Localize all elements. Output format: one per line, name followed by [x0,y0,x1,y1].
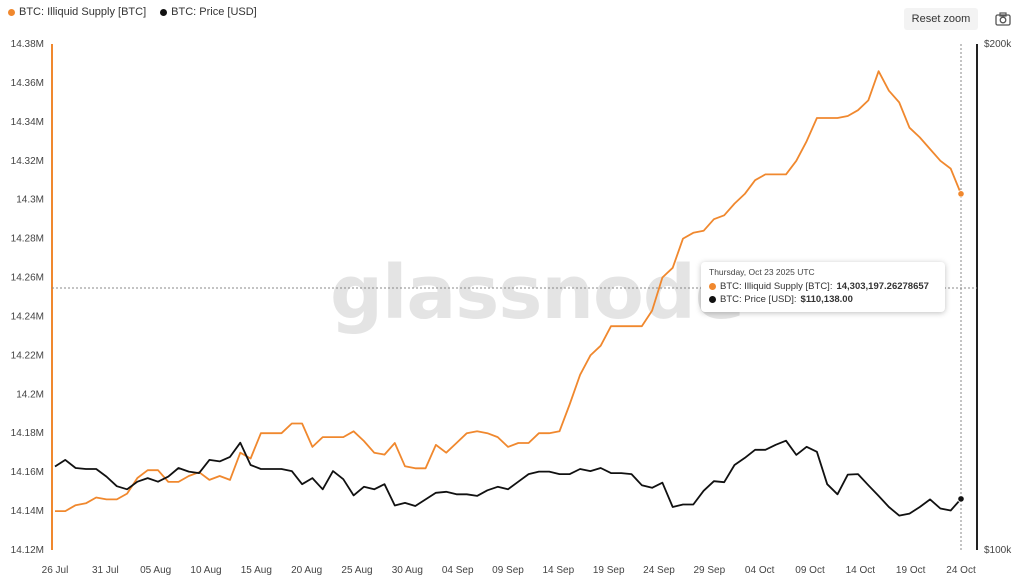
y-left-tick-label: 14.3M [16,195,44,206]
tooltip-value: 14,303,197.26278657 [836,281,929,292]
x-tick-label: 25 Aug [341,565,372,576]
tooltip-series-label: BTC: Price [USD]: [720,294,797,305]
tooltip-series-label: BTC: Illiquid Supply [BTC]: [720,281,833,292]
legend-label: BTC: Illiquid Supply [BTC] [19,6,147,18]
y-left-tick-label: 14.32M [11,156,44,167]
x-tick-label: 24 Oct [946,565,976,576]
legend-label: BTC: Price [USD] [171,6,257,18]
chart-legend: BTC: Illiquid Supply [BTC] BTC: Price [U… [8,6,257,18]
x-tick-label: 10 Aug [190,565,221,576]
x-tick-label: 20 Aug [291,565,322,576]
legend-item-price[interactable]: BTC: Price [USD] [160,6,257,18]
y-left-tick-label: 14.38M [11,39,44,50]
legend-item-illiquid-supply[interactable]: BTC: Illiquid Supply [BTC] [8,6,146,18]
y-right-tick-label: $200k [984,39,1012,50]
y-left-tick-label: 14.12M [11,545,44,556]
x-tick-label: 09 Oct [795,565,825,576]
x-tick-label: 14 Sep [542,565,574,576]
y-left-tick-label: 14.22M [11,350,44,361]
y-left-tick-label: 14.2M [16,389,44,400]
tooltip: Thursday, Oct 23 2025 UTC BTC: Illiquid … [701,262,945,312]
y-axis-right: $200k $100k [984,39,1012,556]
x-tick-label: 19 Sep [593,565,625,576]
tooltip-row-illiquid-supply: BTC: Illiquid Supply [BTC]: 14,303,197.2… [709,281,937,292]
x-tick-label: 04 Sep [442,565,474,576]
y-left-tick-label: 14.36M [11,78,44,89]
watermark: glassnode [330,250,744,336]
legend-dot-icon [8,8,15,16]
x-tick-label: 04 Oct [745,565,775,576]
x-tick-label: 30 Aug [392,565,423,576]
series-line-price[interactable] [54,439,962,517]
y-left-tick-label: 14.26M [11,273,44,284]
hover-point-illiquid-supply [957,190,965,198]
x-tick-label: 19 Oct [896,565,926,576]
y-left-tick-label: 14.28M [11,234,44,245]
x-tick-label: 05 Aug [140,565,171,576]
y-left-tick-label: 14.24M [11,311,44,322]
series-group [54,70,965,517]
camera-icon[interactable] [994,10,1012,28]
x-tick-label: 24 Sep [643,565,675,576]
x-axis: 26 Jul 31 Jul 05 Aug 10 Aug 15 Aug 20 Aug 25 A… [42,565,976,576]
tooltip-value: $110,138.00 [800,294,853,305]
reset-zoom-button[interactable]: Reset zoom [904,8,978,30]
tooltip-dot-icon [709,283,716,290]
series-line-illiquid-supply[interactable] [55,70,962,512]
hover-point-price [957,495,965,503]
x-tick-label: 26 Jul [42,565,69,576]
x-tick-label: 15 Aug [241,565,272,576]
tooltip-date: Thursday, Oct 23 2025 UTC [709,267,815,277]
legend-dot-icon [160,8,168,16]
y-left-tick-label: 14.34M [11,117,44,128]
y-left-tick-label: 14.16M [11,467,44,478]
x-tick-label: 14 Oct [846,565,876,576]
y-right-tick-label: $100k [984,545,1012,556]
x-tick-label: 29 Sep [693,565,725,576]
y-left-tick-label: 14.18M [11,428,44,439]
y-axis-left: 14.12M 14.14M 14.16M 14.18M 14.2M 14.22M 14.24… [11,39,44,556]
tooltip-row-price: BTC: Price [USD]: $110,138.00 [709,294,937,305]
tooltip-dot-icon [709,296,716,303]
x-tick-label: 09 Sep [492,565,524,576]
x-tick-label: 31 Jul [92,565,119,576]
y-left-tick-label: 14.14M [11,506,44,517]
